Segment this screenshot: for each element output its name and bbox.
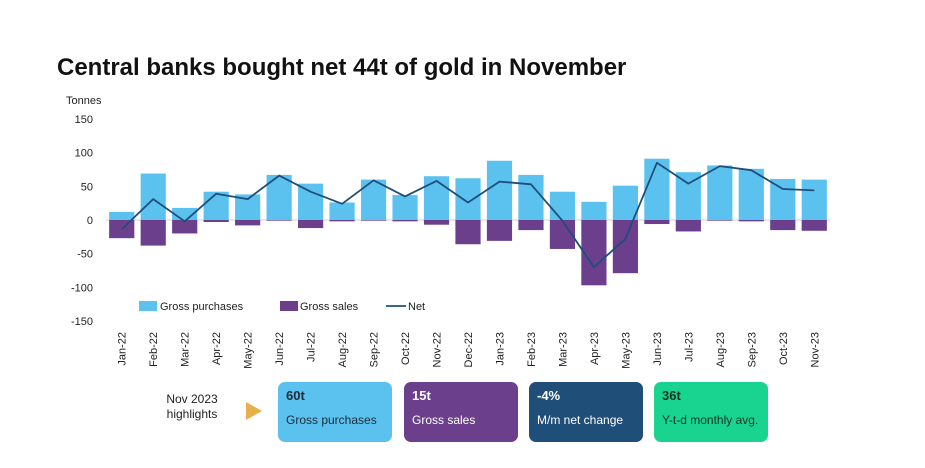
x-tick-label: Nov-22 <box>432 332 444 367</box>
bar-gross-purchases <box>549 191 576 220</box>
bar-gross-purchases <box>581 201 607 220</box>
x-tick-label: Oct-22 <box>400 332 412 365</box>
y-tick-label: 50 <box>81 181 93 193</box>
x-tick-label: Jun-22 <box>274 332 286 366</box>
bar-gross-purchases <box>738 168 764 220</box>
bar-gross-purchases <box>455 178 481 220</box>
card-value: 15t <box>412 388 431 403</box>
chart-title: Central banks bought net 44t of gold in … <box>57 54 627 81</box>
bar-gross-purchases <box>109 211 135 220</box>
bar-gross-sales <box>581 220 607 286</box>
bar-gross-sales <box>266 220 292 221</box>
bar-gross-purchases <box>612 185 638 220</box>
bar-gross-sales <box>644 220 670 225</box>
x-tick-label: Aug-22 <box>337 332 349 367</box>
bar-gross-purchases <box>140 173 166 220</box>
card-value: 36t <box>662 388 681 403</box>
bar-gross-sales <box>203 220 229 223</box>
card-value: 60t <box>286 388 305 403</box>
highlights-label-line2: highlights <box>166 407 218 421</box>
card-label: M/m net change <box>537 413 624 427</box>
x-tick-label: Dec-22 <box>463 332 475 367</box>
bar-gross-sales <box>172 220 198 234</box>
bar-gross-sales <box>235 220 261 226</box>
card-value: -4% <box>537 388 561 403</box>
bar-gross-purchases <box>770 178 796 220</box>
bar-gross-sales <box>675 220 701 232</box>
bar-gross-sales <box>707 220 733 221</box>
y-tick-label: -100 <box>71 282 93 294</box>
x-tick-label: Apr-23 <box>589 332 601 365</box>
card-mm-net-change: -4% M/m net change <box>529 382 643 442</box>
bar-gross-sales <box>455 220 481 245</box>
legend-label-gross-sales: Gross sales <box>300 301 359 313</box>
bar-gross-sales <box>392 220 418 222</box>
x-tick-label: Sep-22 <box>369 332 381 367</box>
bar-gross-purchases <box>423 176 450 220</box>
play-arrow-icon <box>246 402 262 420</box>
gold-chart: Tonnes 150 100 50 0 -50 -100 -150 Jan-22 Feb-22 Ma… <box>66 95 830 369</box>
y-tick-label: -150 <box>71 316 93 328</box>
bar-gross-sales <box>360 220 387 221</box>
bar-gross-sales <box>770 220 796 231</box>
x-tick-label: Jul-22 <box>306 332 318 362</box>
y-tick-label: 150 <box>75 114 93 126</box>
net-line <box>121 161 815 269</box>
legend-label-net: Net <box>408 301 425 313</box>
y-tick-label: 0 <box>87 215 93 227</box>
bar-gross-sales <box>140 220 166 246</box>
y-tick-label: -50 <box>77 249 93 261</box>
bar-gross-sales <box>298 220 324 229</box>
bar-gross-sales <box>486 220 513 241</box>
x-tick-label: Nov-23 <box>809 332 821 367</box>
bar-gross-sales <box>423 220 450 225</box>
y-axis-label: Tonnes <box>66 95 102 107</box>
x-tick-label: May-22 <box>243 332 255 369</box>
bar-gross-purchases <box>707 165 733 220</box>
bar-gross-purchases <box>675 172 701 220</box>
bar-gross-purchases <box>203 191 229 220</box>
card-label: Gross sales <box>412 413 476 427</box>
legend-swatch-gross-purchases <box>139 301 157 311</box>
legend-label-gross-purchases: Gross purchases <box>160 301 244 313</box>
x-tick-label: Mar-22 <box>180 332 192 367</box>
x-tick-label: Jan-22 <box>117 332 129 366</box>
bar-gross-purchases <box>486 160 513 220</box>
x-tick-label: Sep-23 <box>746 332 758 367</box>
y-tick-label: 100 <box>75 148 93 160</box>
legend-swatch-gross-sales <box>280 301 298 311</box>
x-tick-label: Feb-23 <box>526 332 538 367</box>
card-label: Y-t-d monthly avg. <box>662 413 759 427</box>
bar-gross-sales <box>329 220 355 222</box>
bar-gross-sales <box>738 220 764 222</box>
card-ytd-monthly-avg: 36t Y-t-d monthly avg. <box>654 382 768 442</box>
x-tick-label: Oct-23 <box>778 332 790 365</box>
x-tick-label: Jan-23 <box>494 332 506 366</box>
x-tick-label: Mar-23 <box>557 332 569 367</box>
x-tick-label: Feb-22 <box>148 332 160 367</box>
x-tick-label: Jun-23 <box>652 332 664 366</box>
x-tick-label: Jul-23 <box>683 332 695 362</box>
bar-gross-purchases <box>392 195 418 220</box>
x-tick-label: May-23 <box>620 332 632 369</box>
highlights-label-line1: Nov 2023 <box>166 392 218 406</box>
bar-gross-sales <box>518 220 544 231</box>
bar-gross-purchases <box>518 174 544 220</box>
bar-gross-purchases <box>298 183 324 220</box>
bar-gross-purchases <box>801 179 827 220</box>
x-tick-label: Aug-23 <box>715 332 727 367</box>
card-gross-sales: 15t Gross sales <box>404 382 518 442</box>
bar-gross-purchases <box>329 202 355 220</box>
bar-gross-sales <box>801 220 827 231</box>
x-tick-label: Apr-22 <box>211 332 223 365</box>
card-label: Gross purchases <box>286 413 377 427</box>
card-gross-purchases: 60t Gross purchases <box>278 382 392 442</box>
highlights-label: Nov 2023 highlights <box>152 392 232 422</box>
